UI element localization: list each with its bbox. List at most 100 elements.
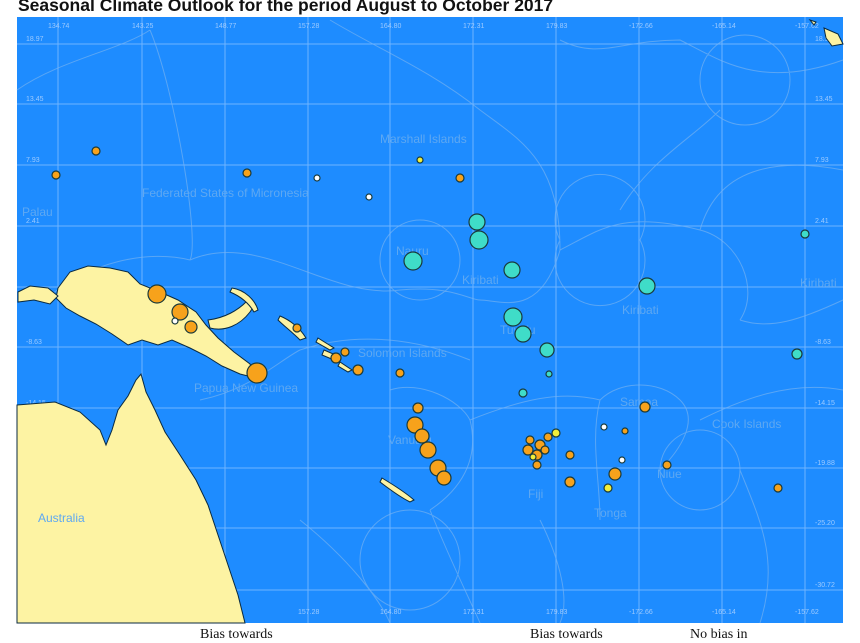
longitude-label-top: 172.31: [463, 23, 485, 30]
region-label: Fiji: [528, 487, 543, 501]
longitude-label-bottom: -172.66: [629, 609, 653, 616]
legend-no-bias: No bias in: [690, 627, 748, 642]
station-marker-above[interactable]: [352, 364, 364, 376]
station-marker-above[interactable]: [621, 427, 629, 435]
region-label: Marshall Islands: [380, 132, 467, 146]
station-marker-no-bias[interactable]: [365, 193, 373, 201]
station-marker-above[interactable]: [608, 467, 622, 481]
region-label: Kiribati: [462, 273, 499, 287]
station-marker-above[interactable]: [522, 444, 534, 456]
region-label: Niue: [657, 467, 682, 481]
region-label: Palau: [22, 205, 53, 219]
longitude-label-bottom: 172.31: [463, 609, 485, 616]
station-marker-no-bias[interactable]: [171, 317, 179, 325]
region-label: Federated States of Micronesia: [142, 186, 309, 200]
outlook-markers: [51, 146, 810, 493]
station-marker-no-bias[interactable]: [313, 174, 321, 182]
latitude-label-right: -8.63: [815, 339, 831, 346]
station-marker-above[interactable]: [184, 320, 198, 334]
station-marker-above[interactable]: [414, 428, 430, 444]
station-marker-above[interactable]: [662, 460, 672, 470]
region-label: Solomon Islands: [358, 346, 447, 360]
latitude-label-right: -19.88: [815, 460, 835, 467]
longitude-label-top: -165.14: [712, 23, 736, 30]
station-marker-above[interactable]: [639, 401, 651, 413]
station-marker-above[interactable]: [340, 347, 350, 357]
station-marker-above[interactable]: [565, 450, 575, 460]
longitude-label-top: 179.83: [546, 23, 568, 30]
station-marker-above[interactable]: [540, 445, 550, 455]
station-marker-above[interactable]: [91, 146, 101, 156]
region-label: Cook Islands: [712, 417, 781, 431]
bougainville: [277, 315, 307, 341]
station-marker-below[interactable]: [539, 342, 555, 358]
station-marker-above[interactable]: [330, 352, 342, 364]
legend-bias-towards-2: Bias towards: [530, 627, 603, 642]
longitude-label-top: 148.77: [215, 23, 237, 30]
station-marker-above[interactable]: [773, 483, 783, 493]
station-marker-slight[interactable]: [551, 428, 561, 438]
station-marker-below[interactable]: [791, 348, 803, 360]
longitude-label-top: -157.62: [795, 23, 819, 30]
station-marker-below[interactable]: [800, 229, 810, 239]
station-marker-above[interactable]: [455, 173, 465, 183]
longitude-label-bottom: 164.80: [380, 609, 402, 616]
station-marker-above[interactable]: [246, 362, 268, 384]
station-marker-no-bias[interactable]: [618, 456, 626, 464]
lat-lon-grid: 134.74134.74143.25143.25148.77148.77157.…: [17, 17, 843, 623]
region-label: Samoa: [620, 395, 658, 409]
station-marker-above[interactable]: [406, 416, 424, 434]
station-marker-slight[interactable]: [529, 453, 537, 461]
station-marker-below[interactable]: [503, 261, 521, 279]
station-marker-above[interactable]: [171, 303, 189, 321]
station-marker-below[interactable]: [403, 251, 423, 271]
region-label: Australia: [38, 511, 85, 525]
station-marker-above[interactable]: [395, 368, 405, 378]
region-labels: Marshall Islands Federated States of Micr…: [22, 132, 837, 525]
station-marker-below[interactable]: [468, 213, 486, 231]
station-marker-above[interactable]: [543, 432, 553, 442]
station-marker-above[interactable]: [436, 470, 452, 486]
longitude-label-bottom: -165.14: [712, 609, 736, 616]
latitude-label-right: 2.41: [815, 218, 829, 225]
longitude-label-bottom: -157.62: [795, 609, 819, 616]
longitude-label-top: 134.74: [48, 23, 70, 30]
australia: [16, 372, 246, 624]
station-marker-above[interactable]: [242, 168, 252, 178]
station-marker-above[interactable]: [564, 476, 576, 488]
station-marker-above[interactable]: [419, 441, 437, 459]
station-marker-below[interactable]: [638, 277, 656, 295]
latitude-label-right: -25.20: [815, 520, 835, 527]
station-marker-below[interactable]: [545, 370, 553, 378]
latitude-label-right: -30.72: [815, 582, 835, 589]
latitude-label-right: 13.45: [815, 96, 833, 103]
station-marker-above[interactable]: [51, 170, 61, 180]
region-label: Papua New Guinea: [194, 381, 298, 395]
station-marker-below[interactable]: [469, 230, 489, 250]
station-marker-above[interactable]: [532, 460, 542, 470]
station-marker-above[interactable]: [412, 402, 424, 414]
region-label: Kiribati: [622, 303, 659, 317]
longitude-label-top: 164.80: [380, 23, 402, 30]
station-marker-no-bias[interactable]: [600, 423, 608, 431]
station-marker-slight[interactable]: [416, 156, 424, 164]
latitude-label-left: 13.45: [26, 96, 44, 103]
station-marker-below[interactable]: [518, 388, 528, 398]
station-marker-above[interactable]: [292, 323, 302, 333]
land-masses: [16, 18, 844, 624]
station-marker-above[interactable]: [147, 284, 167, 304]
latitude-label-right: 7.93: [815, 157, 829, 164]
station-marker-below[interactable]: [503, 307, 523, 327]
station-marker-slight[interactable]: [603, 483, 613, 493]
region-label: Kiribati: [800, 276, 837, 290]
station-marker-below[interactable]: [514, 325, 532, 343]
latitude-label-right: -14.15: [815, 400, 835, 407]
latitude-label-left: 7.93: [26, 157, 40, 164]
latitude-label-right: 18.97: [815, 36, 833, 43]
birds-head: [17, 285, 59, 305]
longitude-label-top: -172.66: [629, 23, 653, 30]
station-marker-above[interactable]: [525, 435, 535, 445]
longitude-label-bottom: 157.28: [298, 609, 320, 616]
longitude-label-top: 157.28: [298, 23, 320, 30]
